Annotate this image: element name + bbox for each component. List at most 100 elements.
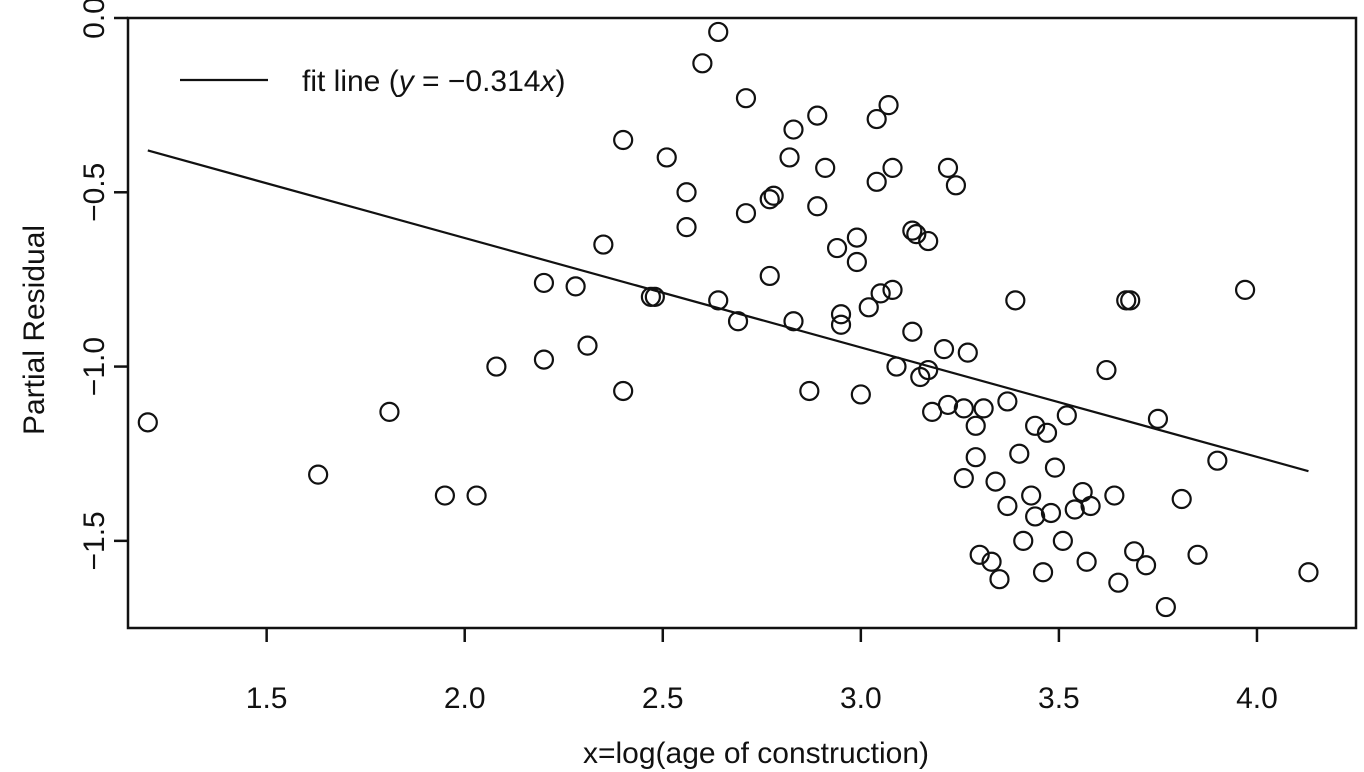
data-point [708, 21, 729, 43]
data-point [933, 339, 955, 360]
data-point [759, 265, 780, 287]
data-point [850, 384, 871, 405]
data-point [815, 157, 836, 178]
data-point [1155, 596, 1176, 618]
data-point [1056, 405, 1077, 426]
data-point [613, 129, 634, 151]
data-point [434, 485, 456, 506]
data-point [969, 544, 990, 565]
y-axis-title: Partial Residual [18, 225, 51, 435]
data-point [1135, 555, 1157, 576]
data-point [997, 495, 1018, 517]
data-point [308, 464, 329, 485]
data-point [565, 276, 586, 297]
data-point [937, 157, 959, 178]
data-point [973, 398, 994, 419]
data-point [997, 391, 1018, 412]
data-point [826, 237, 848, 259]
data-point [1064, 499, 1085, 520]
legend: fit line (y = −0.314x) [180, 65, 566, 98]
y-tick-label: −0.5 [78, 163, 111, 222]
data-point [989, 569, 1010, 590]
data-point [957, 342, 978, 363]
x-tick-label: 3.5 [1038, 682, 1080, 715]
data-point [1052, 530, 1073, 551]
legend-label: fit line (y = −0.314x) [302, 65, 566, 98]
y-tick-label: −1.5 [78, 511, 111, 570]
data-point [1044, 457, 1066, 478]
data-point [779, 147, 800, 168]
data-point [807, 105, 828, 126]
data-point [1005, 290, 1026, 311]
data-point [1096, 359, 1117, 381]
data-point [692, 53, 713, 74]
data-point [858, 297, 879, 318]
x-tick-label: 2.0 [444, 682, 486, 715]
data-point [1108, 572, 1129, 593]
data-point [981, 551, 1002, 572]
x-tick-label: 4.0 [1236, 682, 1278, 715]
data-point [965, 415, 986, 436]
plot-frame [126, 16, 1358, 630]
data-point [1032, 562, 1054, 583]
data-point [965, 447, 986, 468]
data-point [379, 401, 400, 422]
data-point [902, 321, 923, 342]
data-point [918, 359, 939, 381]
data-point [783, 119, 804, 140]
y-tick-label: 0.0 [78, 0, 111, 39]
data-point [953, 468, 974, 489]
data-point [1025, 415, 1046, 436]
data-point [830, 314, 852, 335]
data-point [1120, 290, 1141, 311]
data-point [466, 485, 487, 506]
x-axis: 1.5 2.0 2.5 3.0 3.5 4.0 [246, 628, 1278, 715]
data-point [533, 349, 555, 370]
x-tick-label: 3.0 [840, 682, 882, 715]
data-point [1036, 422, 1058, 443]
data-point [886, 356, 907, 377]
data-point [613, 380, 634, 402]
data-point [918, 230, 939, 252]
data-point [878, 95, 899, 116]
data-point [727, 311, 749, 332]
data-point [763, 185, 784, 206]
data-point [1234, 279, 1256, 300]
data-point [1298, 562, 1319, 583]
data-point [1025, 506, 1046, 527]
data-point [799, 380, 820, 402]
data-point [676, 217, 697, 238]
data-point [1124, 541, 1145, 562]
data-point [846, 251, 867, 273]
data-point [866, 171, 887, 192]
data-point [137, 412, 158, 433]
data-point [846, 227, 867, 248]
data-point [735, 203, 757, 224]
data-point [759, 189, 780, 210]
data-point [882, 279, 903, 300]
x-axis-title: x=log(age of construction) [583, 737, 929, 770]
fit-line [147, 149, 1309, 473]
data-point [577, 335, 598, 356]
data-point [1021, 485, 1042, 506]
data-point [1104, 485, 1125, 506]
x-tick-label: 2.5 [642, 682, 684, 715]
data-point [1076, 551, 1097, 572]
data-point [906, 224, 927, 245]
y-tick-label: −1.0 [78, 337, 111, 396]
data-point [486, 356, 507, 377]
data-point [1187, 544, 1208, 565]
data-point [902, 220, 923, 241]
data-point [866, 108, 887, 130]
data-point [945, 175, 967, 196]
data-point [1207, 450, 1228, 471]
data-point [1116, 290, 1137, 311]
data-point [953, 398, 974, 419]
data-point [882, 157, 903, 178]
data-point [656, 147, 677, 168]
data-point [1171, 488, 1192, 510]
data-point [1072, 481, 1093, 503]
data-point [1080, 495, 1101, 517]
y-axis: 0.0 −0.5 −1.0 −1.5 [78, 0, 128, 570]
